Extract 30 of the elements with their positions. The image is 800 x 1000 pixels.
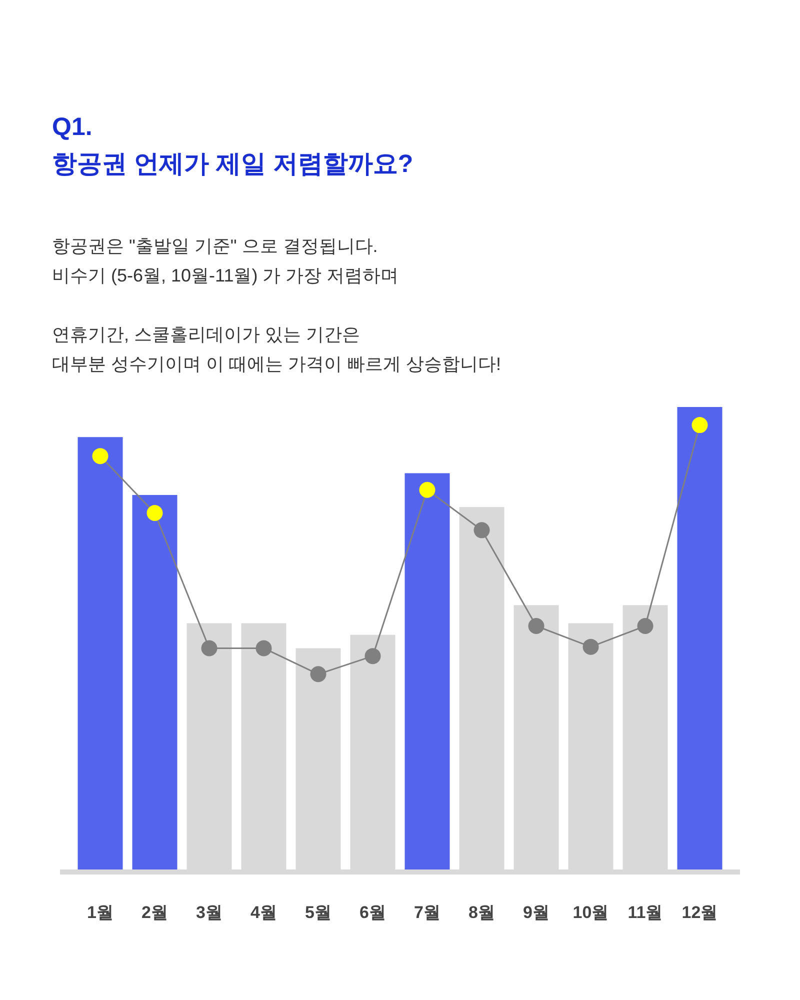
- x-tick-label: 1월: [87, 903, 114, 922]
- point: [201, 640, 218, 656]
- chart-title: Q1. 항공권 언제가 제일 저렴할까요?: [52, 113, 414, 178]
- x-tick-label: 9월: [523, 903, 550, 922]
- point: [474, 522, 490, 538]
- bar: [677, 407, 722, 870]
- point: [692, 417, 708, 434]
- point: [528, 618, 544, 634]
- point: [92, 448, 108, 464]
- x-tick-label: 4월: [250, 903, 277, 922]
- x-tick-label: 5월: [305, 903, 332, 922]
- bar: [78, 437, 123, 870]
- x-tick-label: 8월: [468, 903, 495, 922]
- point: [310, 666, 326, 682]
- bar: [404, 473, 450, 870]
- text: 항공권은 "출발일 기준" 으로 결정됩니다. 비수기 (5-6월, 10월-11월) 가 가장 저렴하며 연휴기간, 스쿨홀리데이가 있는 기간은 대부분 성수기이며 이 때에는 가격이 빠르게 상승합니다!: [52, 236, 502, 374]
- point: [582, 638, 599, 655]
- x-tick-label: 12월: [682, 903, 718, 922]
- x-tick-label: 2월: [142, 903, 168, 922]
- point: [637, 618, 654, 634]
- point: [364, 648, 381, 664]
- point: [146, 505, 163, 522]
- point: [419, 482, 436, 498]
- x-tick-label: 3월: [196, 903, 222, 922]
- bar: [132, 494, 178, 870]
- x-tick-label: 10월: [572, 903, 609, 922]
- x-tick-label: 6월: [360, 903, 386, 922]
- x-tick-label: 7월: [414, 903, 440, 922]
- point: [256, 640, 272, 656]
- x-tick-label: 11월: [628, 903, 663, 922]
